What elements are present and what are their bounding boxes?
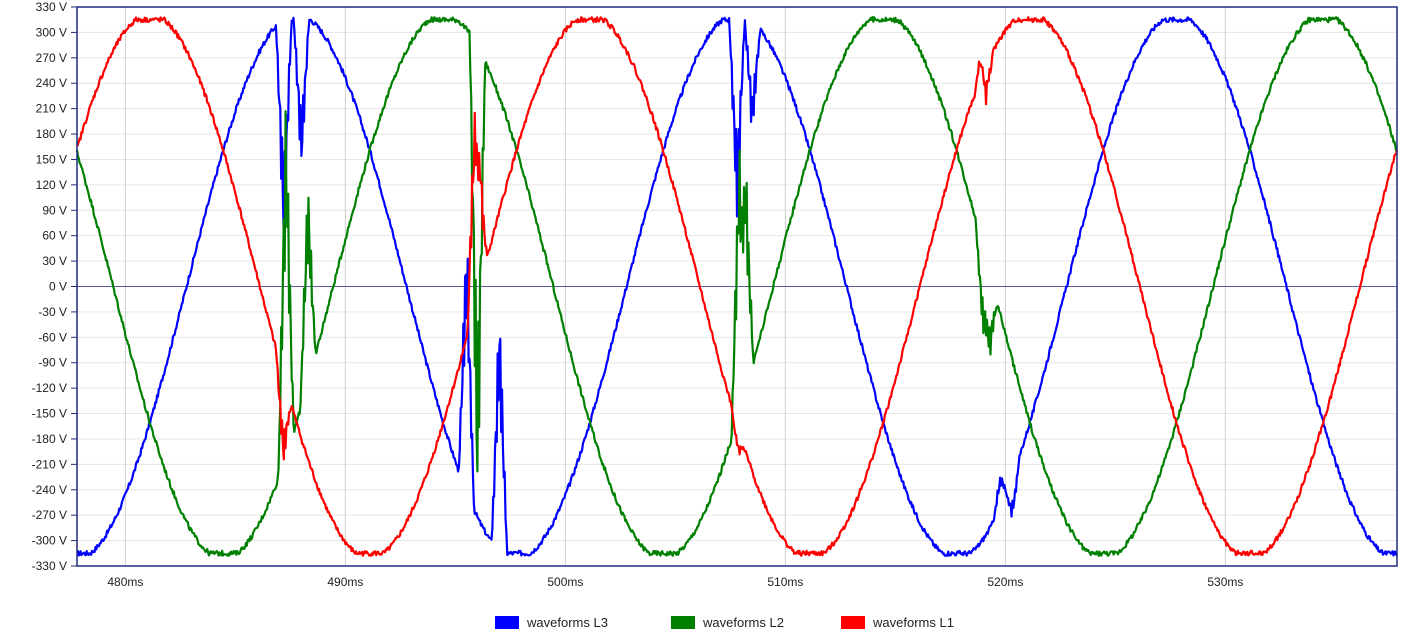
y-tick-label: -60 V: [38, 330, 67, 344]
y-tick-label: -210 V: [32, 457, 67, 471]
y-tick-label: 270 V: [36, 51, 67, 65]
x-tick-label: 510ms: [767, 575, 803, 589]
y-tick-label: -90 V: [38, 356, 67, 370]
y-tick-label: -180 V: [32, 432, 67, 446]
x-axis-ticks: 480ms 490ms 500ms 510ms 520ms 530ms: [107, 575, 1243, 589]
y-tick-label: 30 V: [42, 254, 67, 268]
y-tick-label: -300 V: [32, 534, 67, 548]
x-tick-label: 500ms: [547, 575, 583, 589]
legend-swatch: [671, 616, 695, 629]
legend-label: waveforms L3: [526, 615, 608, 630]
y-tick-label: 120 V: [36, 178, 67, 192]
x-tick-label: 530ms: [1207, 575, 1243, 589]
y-tick-label: 330 V: [36, 0, 67, 14]
y-tick-label: -30 V: [38, 305, 67, 319]
y-tick-label: -270 V: [32, 508, 67, 522]
legend-swatch: [841, 616, 865, 629]
y-tick-label: 0 V: [49, 280, 67, 294]
y-axis-ticks: 330 V 300 V 270 V 240 V 210 V 180 V 150 V 120 V…: [32, 0, 77, 573]
y-tick-label: 210 V: [36, 102, 67, 116]
legend-label: waveforms L1: [872, 615, 954, 630]
y-tick-label: 240 V: [36, 76, 67, 90]
series-line-waveforms-l3: [76, 16, 1398, 557]
y-tick-label: -150 V: [32, 407, 67, 421]
series-lines: [75, 16, 1399, 557]
y-tick-label: -120 V: [32, 381, 67, 395]
x-tick-label: 520ms: [987, 575, 1023, 589]
y-tick-label: 90 V: [42, 203, 67, 217]
x-tick-label: 480ms: [107, 575, 143, 589]
x-tick-label: 490ms: [327, 575, 363, 589]
legend: waveforms L3 waveforms L2 waveforms L1: [495, 615, 954, 630]
legend-label: waveforms L2: [702, 615, 784, 630]
legend-swatch: [495, 616, 519, 629]
y-tick-label: 60 V: [42, 229, 67, 243]
series-line-waveforms-l1: [75, 16, 1399, 557]
y-tick-label: 180 V: [36, 127, 67, 141]
y-tick-label: 150 V: [36, 152, 67, 166]
y-tick-label: -330 V: [32, 559, 67, 573]
y-tick-label: -240 V: [32, 483, 67, 497]
y-tick-label: 300 V: [36, 25, 67, 39]
